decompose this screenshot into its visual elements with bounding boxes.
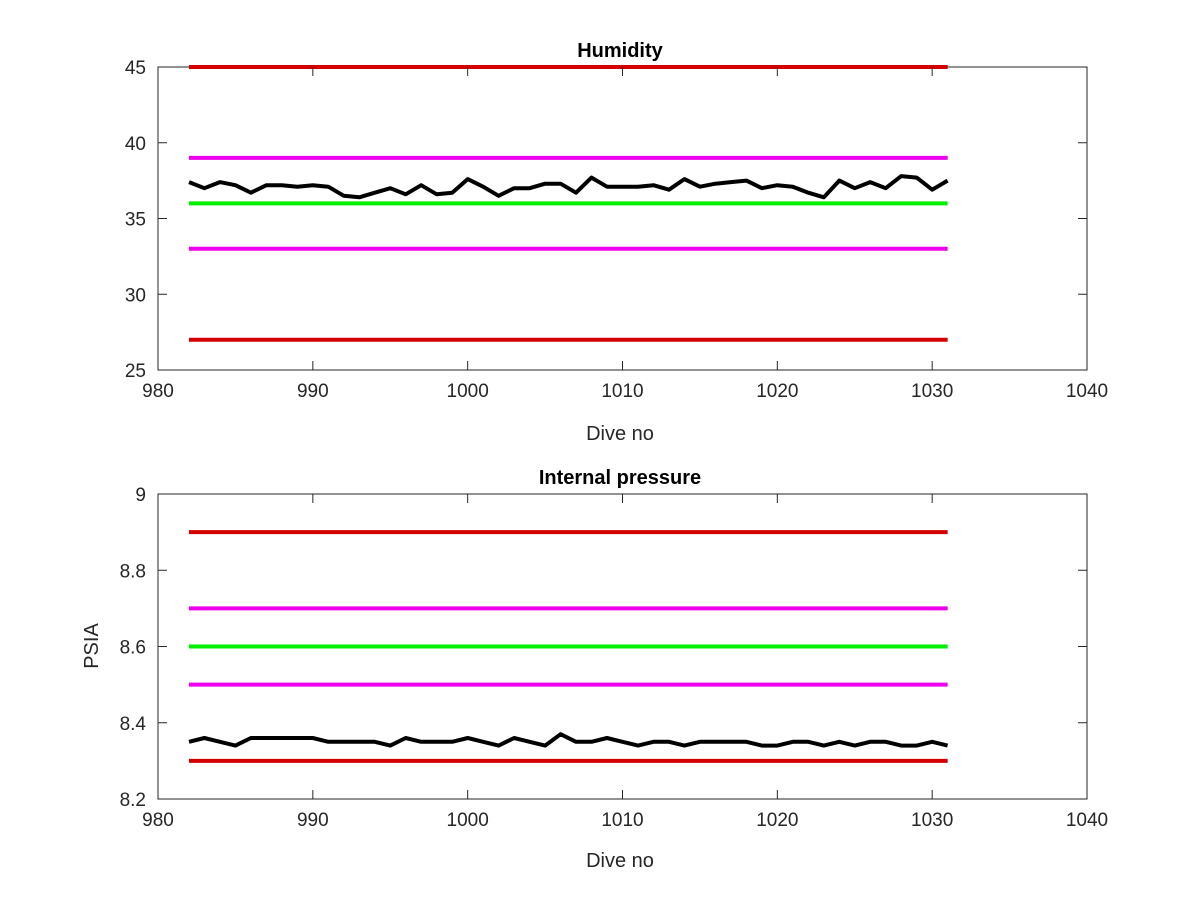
humidity-ticks: 980 990 1000 1010 1020 1030 1040 25 30 35 40 45 [125, 58, 1108, 402]
humidity-chart-title: Humidity [577, 40, 663, 62]
humidity-plot-area [188, 65, 949, 342]
internal-pressure-x-tick-label: 980 [142, 810, 174, 831]
humidity-y-tick-label: 30 [125, 285, 146, 306]
internal-pressure-x-tick-label: 990 [297, 810, 329, 831]
internal-pressure-y-tick-label: 8.4 [120, 714, 147, 735]
internal-pressure-y-axis-label: PSIA [81, 623, 103, 669]
humidity-x-tick-label: 1040 [1066, 381, 1108, 402]
internal-pressure-plot-area [188, 530, 949, 763]
internal-pressure-y-tick-label: 9 [135, 485, 146, 506]
internal-pressure-x-tick-label: 1020 [756, 810, 798, 831]
internal-pressure-data-line [188, 732, 949, 748]
humidity-x-axis-label: Dive no [586, 423, 654, 445]
humidity-axes-box [157, 66, 1088, 371]
humidity-y-tick-label: 40 [125, 134, 146, 155]
internal-pressure-y-tick-label: 8.8 [120, 561, 146, 582]
internal-pressure-x-tick-label: 1040 [1066, 810, 1108, 831]
humidity-x-tick-label: 1020 [756, 381, 798, 402]
internal-pressure-x-tick-label: 1000 [447, 810, 489, 831]
humidity-data-line [188, 174, 949, 200]
humidity-chart: 980 990 1000 1010 1020 1030 1040 25 30 35 40 45 Hum… [125, 40, 1108, 445]
humidity-y-tick-label: 25 [125, 361, 146, 382]
internal-pressure-ticks: 980 990 1000 1010 1020 1030 1040 8.2 8.4 8.6 8.8 9 [120, 485, 1109, 831]
humidity-y-tick-label: 35 [125, 210, 146, 231]
humidity-x-tick-label: 990 [297, 381, 329, 402]
internal-pressure-y-tick-label: 8.2 [120, 790, 146, 811]
internal-pressure-y-tick-label: 8.6 [120, 638, 146, 659]
humidity-x-tick-label: 1030 [911, 381, 953, 402]
humidity-x-tick-label: 1000 [447, 381, 489, 402]
internal-pressure-x-tick-label: 1030 [911, 810, 953, 831]
internal-pressure-x-axis-label: Dive no [586, 850, 654, 872]
internal-pressure-chart: 980 990 1000 1010 1020 1030 10408.28.48.68.89 … [81, 467, 1108, 872]
humidity-y-tick-label: 45 [125, 58, 146, 79]
internal-pressure-chart-title: Internal pressure [539, 467, 701, 489]
humidity-x-tick-label: 980 [142, 381, 174, 402]
internal-pressure-x-tick-label: 1010 [601, 810, 643, 831]
humidity-x-tick-label: 1010 [601, 381, 643, 402]
